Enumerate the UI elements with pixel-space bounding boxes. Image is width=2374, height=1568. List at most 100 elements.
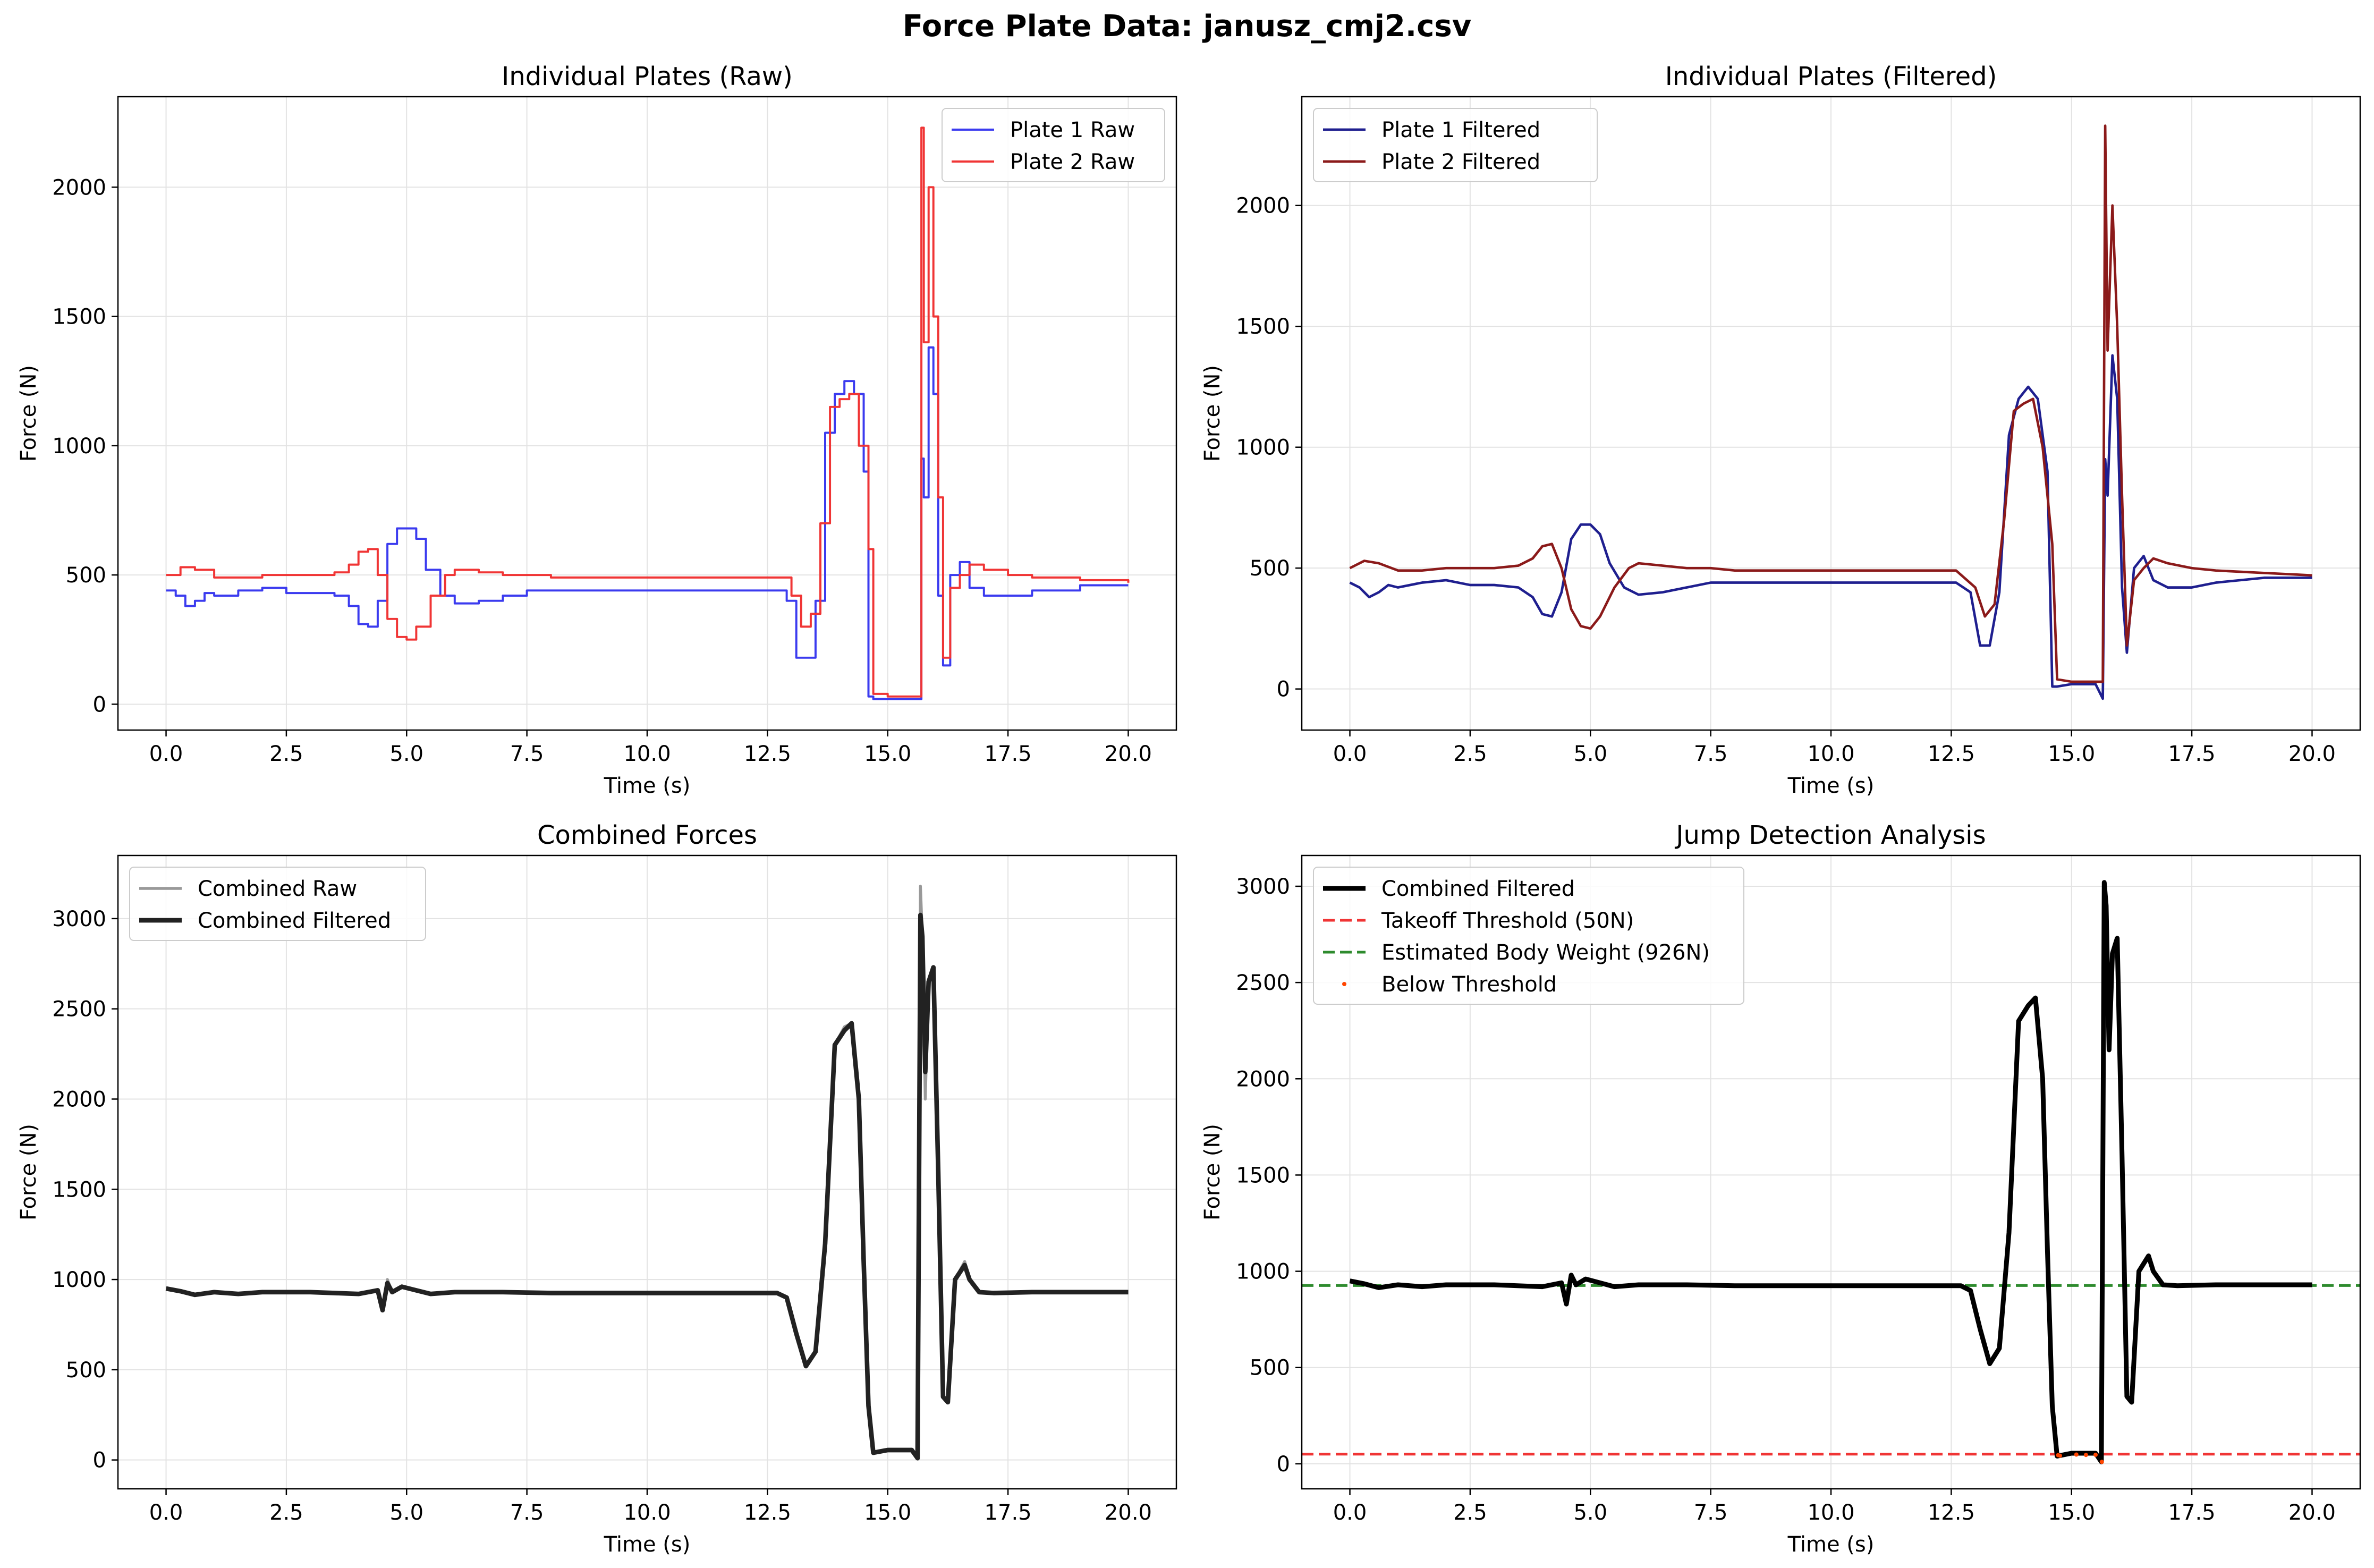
y-tick-label: 500 [1250, 1356, 1290, 1380]
below-threshold-point [2057, 1453, 2062, 1458]
x-tick-label: 7.5 [1694, 1501, 1728, 1525]
x-tick-label: 10.0 [1807, 1501, 1854, 1525]
x-axis-label: Time (s) [604, 774, 691, 798]
x-tick-label: 2.5 [269, 1501, 303, 1525]
x-tick-label: 2.5 [1453, 1501, 1487, 1525]
series-line-1 [1349, 880, 2312, 1464]
y-axis-label: Force (N) [16, 365, 41, 462]
legend: Combined Raw Combined Filtered [129, 867, 426, 941]
y-tick-label: 2500 [1236, 971, 1290, 995]
y-axis-label: Force (N) [16, 1124, 41, 1221]
plot-area [165, 885, 1129, 1461]
legend-label: Below Threshold [1381, 972, 1557, 997]
y-tick-label: 1500 [52, 1177, 106, 1202]
x-tick-label: 20.0 [1105, 742, 1152, 766]
x-tick-label: 12.5 [744, 742, 791, 766]
legend-label: Plate 2 Filtered [1381, 150, 1540, 174]
series-line-1 [1349, 354, 2312, 700]
legend-label: Combined Filtered [1381, 877, 1575, 901]
x-axis-label: Time (s) [1787, 774, 1875, 798]
x-tick-label: 20.0 [2288, 742, 2336, 766]
y-tick-label: 3000 [1236, 875, 1290, 899]
legend-label: Plate 2 Raw [1010, 150, 1135, 174]
legend-box [942, 108, 1165, 182]
x-tick-label: 12.5 [1928, 1501, 1975, 1525]
y-tick-label: 3000 [52, 907, 106, 931]
x-tick-label: 20.0 [1105, 1501, 1152, 1525]
legend: Plate 1 Filtered Plate 2 Filtered [1313, 108, 1598, 182]
legend-label: Combined Filtered [198, 909, 391, 933]
legend: Plate 1 Raw Plate 2 Raw [942, 108, 1165, 182]
x-tick-label: 17.5 [985, 1501, 1032, 1525]
legend-label: Takeoff Threshold (50N) [1381, 909, 1634, 933]
chart-panel-2: 0.0 2.5 5.0 7.5 10.0 12.5 15.0 17.5 20.0 0 500 1000… [1200, 62, 2361, 798]
legend: Combined Filtered Takeoff Threshold (50N)… [1313, 867, 1744, 1005]
x-tick-label: 10.0 [1807, 742, 1854, 766]
chart-panel-4: 0.0 2.5 5.0 7.5 10.0 12.5 15.0 17.5 20.0 0 500 1000… [1200, 820, 2361, 1557]
x-tick-label: 10.0 [623, 1501, 671, 1525]
x-tick-label: 0.0 [1333, 742, 1367, 766]
legend-box [129, 867, 426, 941]
y-axis-label: Force (N) [1200, 365, 1225, 462]
x-tick-label: 0.0 [1333, 1501, 1367, 1525]
below-threshold-point [2099, 1460, 2104, 1464]
x-axis-label: Time (s) [604, 1532, 691, 1557]
chart-panel-3: 0.0 2.5 5.0 7.5 10.0 12.5 15.0 17.5 20.0 0 500 1000… [16, 820, 1177, 1557]
series-line-2 [166, 126, 1130, 698]
plot-area [166, 126, 1130, 700]
y-tick-label: 1000 [52, 434, 106, 459]
chart-title: Individual Plates (Filtered) [1665, 62, 1997, 91]
figure-suptitle: Force Plate Data: janusz_cmj2.csv [903, 9, 1471, 44]
chart-title: Jump Detection Analysis [1674, 820, 1986, 850]
x-tick-label: 5.0 [1573, 742, 1607, 766]
plot-area [1349, 124, 2312, 700]
legend-box [1313, 867, 1744, 1005]
y-tick-label: 1000 [1236, 1260, 1290, 1284]
chart-title: Individual Plates (Raw) [502, 62, 793, 91]
x-tick-label: 12.5 [744, 1501, 791, 1525]
x-tick-label: 15.0 [2048, 742, 2095, 766]
legend-box [1313, 108, 1598, 182]
x-tick-label: 17.5 [985, 742, 1032, 766]
y-tick-label: 2000 [1236, 194, 1290, 218]
x-tick-label: 15.0 [864, 742, 911, 766]
x-tick-label: 0.0 [149, 1501, 183, 1525]
x-tick-label: 10.0 [623, 742, 671, 766]
y-tick-label: 1500 [52, 305, 106, 329]
y-tick-label: 2000 [52, 175, 106, 200]
x-tick-label: 12.5 [1928, 742, 1975, 766]
x-tick-label: 15.0 [2048, 1501, 2095, 1525]
x-tick-label: 17.5 [2168, 1501, 2216, 1525]
chart-title: Combined Forces [537, 820, 757, 850]
y-tick-label: 500 [1250, 556, 1290, 581]
x-tick-label: 7.5 [1694, 742, 1728, 766]
y-tick-label: 500 [66, 1358, 106, 1383]
legend-label: Plate 1 Raw [1010, 118, 1135, 142]
series-line-2 [1349, 124, 2312, 683]
x-tick-label: 17.5 [2168, 742, 2216, 766]
y-tick-label: 1500 [1236, 315, 1290, 339]
y-tick-label: 2500 [52, 997, 106, 1022]
x-tick-label: 15.0 [864, 1501, 911, 1525]
x-tick-label: 7.5 [510, 742, 544, 766]
x-tick-label: 2.5 [1453, 742, 1487, 766]
legend-label: Combined Raw [198, 877, 357, 901]
y-tick-label: 0 [1277, 677, 1290, 702]
x-tick-label: 5.0 [389, 742, 423, 766]
y-tick-label: 2000 [1236, 1067, 1290, 1091]
y-tick-label: 0 [1277, 1452, 1290, 1477]
y-axis-label: Force (N) [1200, 1124, 1225, 1221]
y-tick-label: 0 [93, 692, 106, 717]
legend-label: Plate 1 Filtered [1381, 118, 1540, 142]
series-line-2 [165, 912, 1129, 1461]
below-threshold-point [2074, 1452, 2079, 1457]
y-tick-label: 1000 [52, 1268, 106, 1292]
x-tick-label: 5.0 [389, 1501, 423, 1525]
x-tick-label: 0.0 [149, 742, 183, 766]
y-tick-label: 1000 [1236, 436, 1290, 460]
plot-area [1302, 880, 2360, 1464]
x-tick-label: 20.0 [2288, 1501, 2336, 1525]
chart-panel-1: 0.0 2.5 5.0 7.5 10.0 12.5 15.0 17.5 20.0 0 500 1000… [16, 62, 1177, 798]
